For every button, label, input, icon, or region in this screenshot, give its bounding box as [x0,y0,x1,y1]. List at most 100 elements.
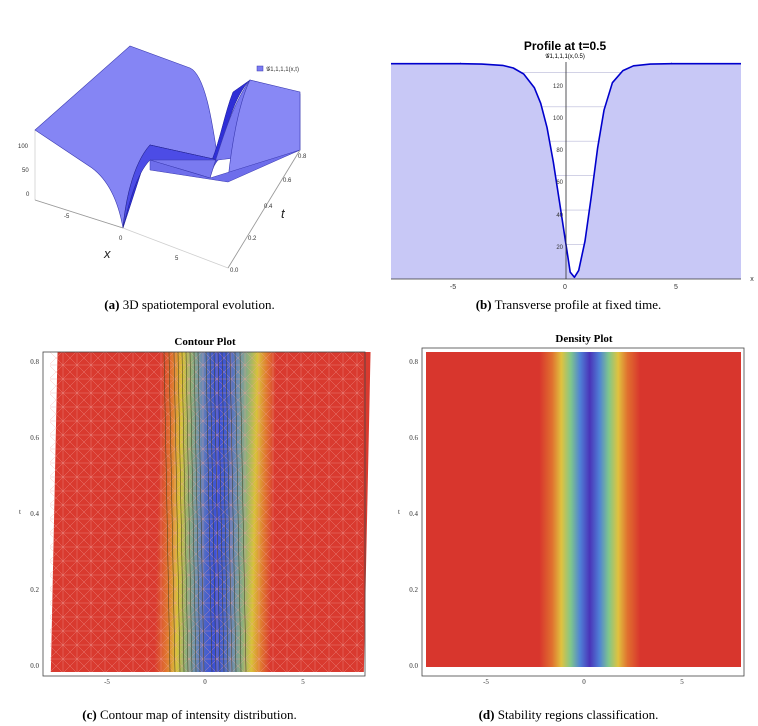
d-y-tick-02: 0.2 [409,586,418,594]
density-frame [421,347,745,677]
legend-label: 𝒢1,1,1,1(x,t) [266,66,299,73]
b-x-tick-neg5: -5 [450,284,456,290]
b-y-tick-80: 80 [556,148,563,154]
contour-line [209,351,217,673]
contour-line [168,351,176,673]
d-x-tick-5: 5 [680,678,684,686]
axes [391,62,741,280]
b-x-label: x [750,276,754,283]
contour-line [217,351,225,673]
contour-line [221,351,229,673]
chart-d-title: Density Plot [555,333,612,345]
surface-front-right [149,149,301,183]
x-axis-ticks: -5 0 5 [64,214,179,262]
c-y-tick-02: 0.2 [30,586,39,594]
caption-c: (c) Contour map of intensity distributio… [0,707,379,723]
box-front-edges [34,149,301,269]
contour-line [173,351,181,673]
caption-a-tag: (a) [104,297,120,312]
t-axis-ticks: 0.0 0.2 0.4 0.6 0.8 [230,154,307,274]
contour-line [234,351,242,673]
caption-c-text: Contour map of intensity distribution. [99,707,297,722]
c-y-label: t [19,508,21,516]
contour-line [225,351,233,673]
chart-b-title: Profile at t=0.5 [524,39,607,53]
c-x-label: x [203,688,207,690]
contour-line [197,351,205,673]
c-x-tick-5: 5 [301,678,305,686]
z-tick-100: 100 [18,144,29,150]
t-tick-0: 0.0 [230,268,239,274]
legend-swatch [256,65,264,72]
t-tick-06: 0.6 [283,178,292,184]
d-y-label: t [398,508,400,516]
caption-a-text: 3D spatiotemporal evolution. [122,297,275,312]
d-x-tick-neg5: -5 [483,678,489,686]
b-y-tick-20: 20 [556,245,563,251]
t-tick-08: 0.8 [298,154,307,160]
contour-lines [163,351,247,673]
z-tick-0: 0 [26,192,30,198]
caption-c-tag: (c) [82,707,97,722]
d-x-label: x [582,688,586,690]
x-tick-neg5: -5 [64,214,70,220]
contour-line [181,351,189,673]
panel-b-profile-plot: Profile at t=0.5 𝒢1,1,1,1(x,0.5) -5 0 5 … [379,0,758,290]
surface-3d-svg: 100 50 0 -5 0 5 x 0.0 0.2 0.4 0.6 0.8 t … [18,45,307,274]
contour-frame [42,351,366,677]
d-y-tick-00: 0.0 [409,662,418,670]
b-x-tick-5: 5 [674,284,678,290]
density-field [426,352,741,667]
x-axis-label: x [103,246,111,261]
caption-d-tag: (d) [478,707,495,722]
b-y-tick-60: 60 [556,180,563,186]
contour-line [229,351,237,673]
contour-mesh-overlay [50,352,363,672]
panel-c-contour-plot: Contour Plot 0.0 0.2 0.4 0.6 0.8 t -5 0 … [0,330,379,690]
d-y-tick-08: 0.8 [409,358,418,366]
d-y-tick-04: 0.4 [409,510,418,518]
caption-a: (a) 3D spatiotemporal evolution. [0,297,379,313]
c-y-tick-08: 0.8 [30,358,39,366]
profile-fill [391,63,741,280]
contour-line [163,351,171,673]
contour-line [185,351,193,673]
b-y-tick-120: 120 [553,84,564,90]
c-x-tick-neg5: -5 [104,678,110,686]
b-y-tick-40: 40 [556,213,563,219]
d-y-tick-06: 0.6 [409,434,418,442]
d-x-tick-0: 0 [582,678,586,686]
density-svg: Density Plot 0.0 0.2 0.4 0.6 0.8 t -5 0 … [398,333,745,690]
t-axis-label: t [281,206,286,221]
panel-a-3d-plot: 100 50 0 -5 0 5 x 0.0 0.2 0.4 0.6 0.8 t … [0,0,379,290]
chart-c-title: Contour Plot [174,336,236,348]
c-y-tick-04: 0.4 [30,510,39,518]
z-tick-50: 50 [22,168,29,174]
contour-line [177,351,185,673]
contour-line [239,351,247,673]
caption-b: (b) Transverse profile at fixed time. [379,297,758,313]
contour-line [213,351,221,673]
contour-line [205,351,213,673]
z-axis-ticks: 100 50 0 [18,144,30,198]
caption-b-text: Transverse profile at fixed time. [494,297,662,312]
t-tick-04: 0.4 [264,204,273,210]
x-tick-5: 5 [175,256,179,262]
caption-d-text: Stability regions classification. [497,707,659,722]
b-y-tick-100: 100 [553,116,564,122]
profile-svg: Profile at t=0.5 𝒢1,1,1,1(x,0.5) -5 0 5 … [391,39,754,290]
contour-line [189,351,197,673]
contour-line [193,351,201,673]
contour-svg: Contour Plot 0.0 0.2 0.4 0.6 0.8 t -5 0 … [19,336,371,690]
c-x-tick-0: 0 [203,678,207,686]
caption-d: (d) Stability regions classification. [379,707,758,723]
caption-b-tag: (b) [475,297,492,312]
b-x-tick-0: 0 [563,284,567,290]
c-y-tick-00: 0.0 [30,662,39,670]
chart-b-ylabel: 𝒢1,1,1,1(x,0.5) [545,53,585,60]
panel-d-density-plot: Density Plot 0.0 0.2 0.4 0.6 0.8 t -5 0 … [379,330,758,690]
surface-left-plateau [34,45,219,229]
c-y-tick-06: 0.6 [30,434,39,442]
t-tick-02: 0.2 [248,236,257,242]
profile-line [391,62,741,279]
